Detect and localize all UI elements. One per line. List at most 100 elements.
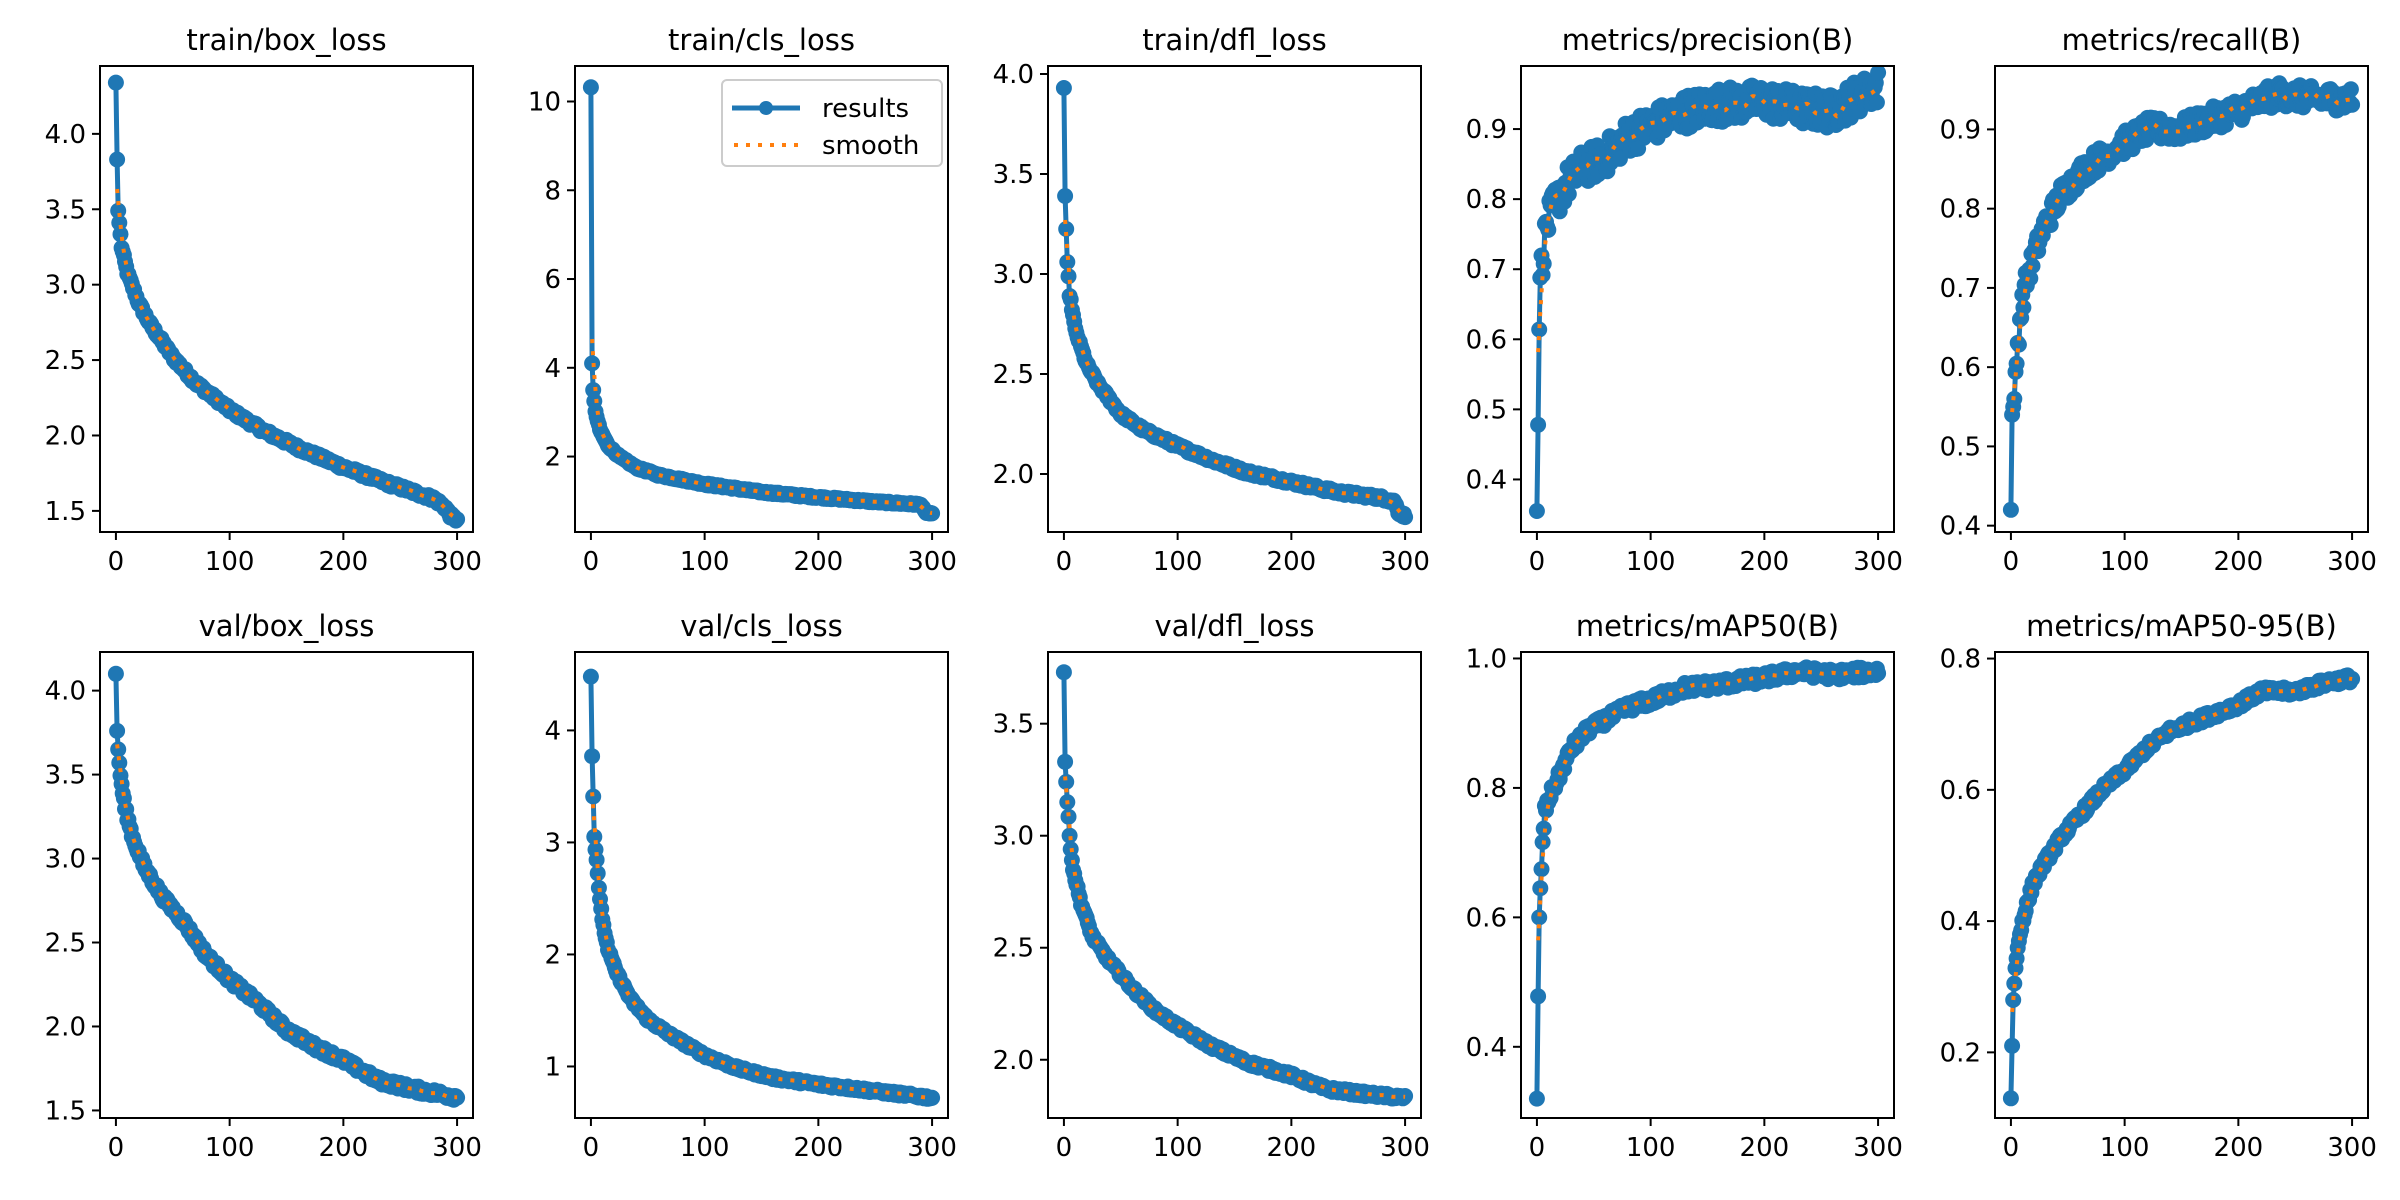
y-tick-label: 0.4 [1466, 1033, 1507, 1063]
subplot-train-dfl-loss: train/dfl_loss 0 100 200 300 2.0 2.5 3.0 3.5 4.0 [993, 23, 1430, 577]
results-point [1060, 268, 1077, 285]
axes-frame [1047, 65, 1422, 533]
subplot-title: metrics/precision(B) [1562, 23, 1854, 57]
results-point [2002, 1090, 2019, 1107]
results-point [924, 1089, 941, 1106]
results-point [1397, 509, 1414, 526]
y-tick-label: 0.4 [1940, 907, 1981, 937]
plot-area [2002, 75, 2361, 518]
axes-frame [1520, 651, 1895, 1119]
x-tick-label: 100 [205, 1133, 255, 1163]
subplot-title: train/box_loss [186, 23, 386, 57]
plot-area [582, 668, 941, 1107]
subplot-val-cls-loss: val/cls_loss 0 100 200 300 1 2 3 4 [544, 609, 956, 1163]
y-tick-label: 3.0 [45, 271, 86, 301]
results-point [588, 851, 605, 868]
smooth-line [1063, 219, 1406, 517]
results-point [2006, 975, 2023, 992]
y-tick-label: 0.5 [1940, 432, 1981, 462]
results-point [1533, 861, 1550, 878]
y-tick-label: 10 [528, 88, 561, 118]
y-tick-label: 0.4 [1940, 512, 1981, 542]
y-tick-label: 0.8 [1466, 185, 1507, 215]
smooth-line [2010, 90, 2353, 413]
y-tick-label: 2.0 [993, 1046, 1034, 1076]
x-tick-label: 300 [1380, 547, 1430, 577]
legend-label-smooth: smooth [822, 131, 919, 161]
x-tick-label: 100 [1153, 547, 1203, 577]
x-tick-label: 200 [1267, 547, 1317, 577]
y-tick-label: 3.5 [45, 195, 86, 225]
subplot-title: train/dfl_loss [1142, 23, 1326, 57]
results-point [1870, 665, 1887, 682]
x-tick-label: 100 [1153, 1133, 1203, 1163]
y-tick-label: 0.6 [1940, 776, 1981, 806]
results-point [1530, 988, 1547, 1005]
results-point [1055, 664, 1072, 681]
results-point [109, 151, 126, 168]
results-point [110, 741, 127, 758]
results-point [2004, 1037, 2021, 1054]
y-tick-label: 0.7 [1466, 255, 1507, 285]
plot-area [2002, 667, 2361, 1107]
y-tick-label: 2 [544, 443, 561, 473]
x-tick-label: 0 [583, 1133, 600, 1163]
x-tick-label: 100 [2100, 547, 2150, 577]
x-tick-label: 200 [319, 547, 369, 577]
subplot-val-box-loss: val/box_loss 0 100 200 300 1.5 2.0 2.5 3.0 3.5 4.0 [45, 609, 482, 1163]
x-tick-label: 100 [680, 1133, 730, 1163]
results-point [1059, 254, 1076, 270]
x-tick-label: 200 [794, 547, 844, 577]
y-tick-label: 2.5 [993, 934, 1034, 964]
results-point [582, 79, 599, 96]
x-tick-label: 100 [1626, 547, 1676, 577]
y-tick-label: 2.5 [993, 360, 1034, 390]
subplot-title: val/box_loss [199, 609, 375, 643]
x-tick-label: 100 [1626, 1133, 1676, 1163]
subplot-val-dfl-loss: val/dfl_loss 0 100 200 300 2.0 2.5 3.0 3.5 [993, 609, 1430, 1163]
subplot-title: val/cls_loss [680, 609, 842, 643]
x-tick-label: 200 [2214, 547, 2264, 577]
x-tick-label: 0 [2003, 547, 2020, 577]
results-point [586, 828, 603, 845]
x-tick-label: 100 [2100, 1133, 2150, 1163]
results-point [2022, 270, 2039, 287]
axes-frame [574, 65, 949, 533]
x-tick-label: 300 [2327, 1133, 2377, 1163]
smooth-line [2010, 676, 2353, 1013]
results-point [107, 665, 124, 682]
x-tick-label: 300 [907, 1133, 957, 1163]
subplot-title: val/dfl_loss [1155, 609, 1315, 643]
y-tick-label: 0.9 [1940, 115, 1981, 145]
plot-area [107, 74, 466, 529]
x-tick-label: 200 [2214, 1133, 2264, 1163]
results-point [1532, 880, 1549, 897]
x-tick-label: 300 [907, 547, 957, 577]
results-point [1870, 66, 1887, 81]
results-point [1528, 503, 1545, 519]
smooth-line [115, 188, 458, 521]
results-point [2042, 217, 2059, 233]
results-point [109, 722, 126, 739]
y-tick-label: 1 [544, 1052, 561, 1082]
results-point [1530, 416, 1547, 433]
subplot-metrics-precision-b-: metrics/precision(B) 0 100 200 300 0.4 0.5 0.6 0… [1466, 23, 1903, 577]
y-tick-label: 0.5 [1466, 395, 1507, 425]
plot-area [582, 79, 941, 522]
y-tick-label: 2.0 [45, 421, 86, 451]
subplot-title: metrics/mAP50(B) [1576, 609, 1839, 643]
axes-frame [1994, 65, 2369, 533]
plot-area [107, 665, 466, 1108]
legend: results smooth [721, 79, 943, 167]
legend-label-results: results [822, 94, 909, 124]
legend-box [721, 79, 943, 167]
axes-frame [99, 65, 474, 533]
y-tick-label: 0.8 [1466, 774, 1507, 804]
results-point [1531, 321, 1548, 338]
subplot-metrics-recall-b-: metrics/recall(B) 0 100 200 300 0.4 0.5 0.6 0.7 0… [1940, 23, 2377, 577]
y-tick-label: 0.7 [1940, 274, 1981, 304]
y-tick-label: 3.5 [993, 710, 1034, 740]
results-point [1061, 827, 1078, 844]
axes-frame [99, 651, 474, 1119]
